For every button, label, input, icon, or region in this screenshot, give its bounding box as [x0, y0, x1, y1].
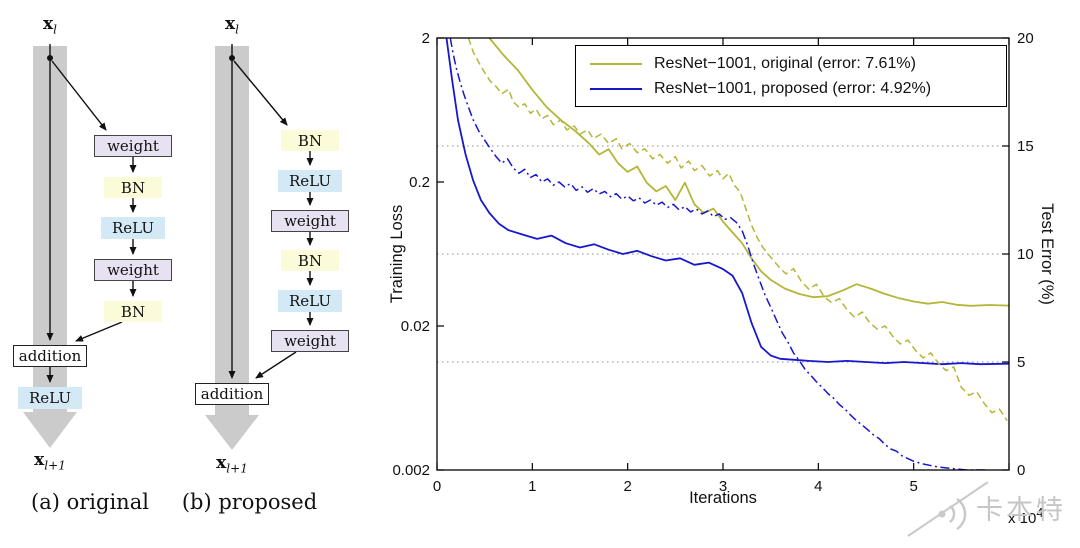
weight-block: weight: [271, 330, 349, 352]
x-tick-label: 0: [433, 478, 441, 495]
weight-block: weight: [94, 259, 172, 281]
original_test_error-curve: [488, 38, 1009, 307]
output-label-b-sub: l+1: [226, 461, 248, 476]
x-tick-label: 3: [719, 478, 727, 495]
chart-legend: ResNet−1001, original (error: 7.61%) Res…: [575, 45, 1007, 107]
weight-block: weight: [271, 210, 349, 232]
watermark-logo: [907, 481, 989, 537]
sound-waves-icon: [949, 497, 967, 531]
addition-block-a: addition: [13, 345, 87, 367]
x-tick-label: 4: [814, 478, 822, 495]
legend-item-proposed: ResNet−1001, proposed (error: 4.92%): [590, 80, 1006, 98]
proposed_test_error-curve: [445, 38, 1009, 366]
original_training_loss-curve: [467, 38, 1008, 422]
y-right-tick-label: 5: [1017, 354, 1025, 371]
x-scale-prefix: x 10: [1008, 510, 1037, 527]
y-left-tick-label: 2: [422, 30, 430, 47]
arrow-to-addition-b: [255, 351, 297, 379]
x-tick-label: 1: [528, 478, 536, 495]
weight-block: weight: [94, 135, 172, 157]
training-curve-chart: 2 0.2 0.02 0.002 20 15 10 5 0 0 1 2 3 4 5 ResNet−1001,…: [380, 0, 1080, 548]
y-axis-label-left: Training Loss: [388, 204, 406, 304]
legend-label-proposed: ResNet−1001, proposed (error: 4.92%): [654, 79, 932, 97]
input-label-b: xl: [210, 14, 254, 36]
speaker-dot-icon: [938, 510, 946, 518]
relu-block: ReLU: [101, 217, 165, 239]
y-right-tick-label: 10: [1017, 246, 1034, 263]
input-label-a-base: x: [43, 14, 54, 34]
y-right-tick-label: 0: [1017, 462, 1025, 479]
relu-block: ReLU: [278, 290, 342, 312]
y-axis-label-right: Test Error (%): [1038, 203, 1056, 305]
x-tick-label: 5: [909, 478, 917, 495]
x-tick-label: 2: [623, 478, 631, 495]
y-left-tick-label: 0.02: [401, 318, 430, 335]
output-label-b: xl+1: [202, 453, 262, 475]
input-label-a-sub: l: [53, 22, 57, 37]
bn-block: BN: [104, 301, 162, 322]
output-label-a: xl+1: [20, 450, 80, 472]
branch-dot-b: [229, 55, 235, 61]
relu-block: ReLU: [18, 387, 82, 409]
proposed_training_loss-curve: [449, 38, 986, 470]
y-right-tick-label: 20: [1017, 30, 1034, 47]
bn-block: BN: [281, 130, 339, 151]
relu-block: ReLU: [278, 170, 342, 192]
output-label-a-sub: l+1: [44, 458, 66, 473]
watermark: 卡本特: [900, 470, 1080, 548]
y-right-tick-label: 15: [1017, 138, 1034, 155]
legend-item-original: ResNet−1001, original (error: 7.61%): [590, 55, 1006, 73]
watermark-text: 卡本特: [976, 495, 1066, 525]
x-axis-label: Iterations: [689, 489, 757, 507]
x-scale-exponent: 4: [1036, 506, 1044, 520]
x-axis-scale-note: x 104: [1008, 506, 1043, 527]
branch-arrow-b: [233, 60, 288, 126]
legend-line-proposed: [590, 87, 642, 90]
input-label-a: xl: [28, 14, 72, 36]
output-label-a-base: x: [34, 450, 45, 470]
series-group: [445, 38, 1009, 470]
bn-block: BN: [104, 177, 162, 198]
y-left-tick-label: 0.2: [409, 174, 430, 191]
legend-label-original: ResNet−1001, original (error: 7.61%): [654, 54, 916, 72]
arrow-to-addition-a: [75, 321, 123, 342]
bn-block: BN: [281, 250, 339, 271]
diagram-arrows: [46, 44, 314, 383]
input-label-b-sub: l: [235, 22, 239, 37]
legend-line-original: [590, 62, 642, 65]
input-label-b-base: x: [225, 14, 236, 34]
y-left-tick-label: 0.002: [392, 462, 430, 479]
chart-canvas: 2 0.2 0.02 0.002 20 15 10 5 0 0 1 2 3 4 5: [392, 30, 1034, 495]
caption-b: (b) proposed: [181, 490, 318, 514]
caption-a: (a) original: [31, 490, 149, 514]
branch-arrow-a: [51, 60, 107, 131]
watermark-slash: [907, 481, 989, 537]
output-label-b-base: x: [216, 453, 227, 473]
branch-dot-a: [47, 55, 53, 61]
addition-block-b: addition: [195, 383, 269, 405]
